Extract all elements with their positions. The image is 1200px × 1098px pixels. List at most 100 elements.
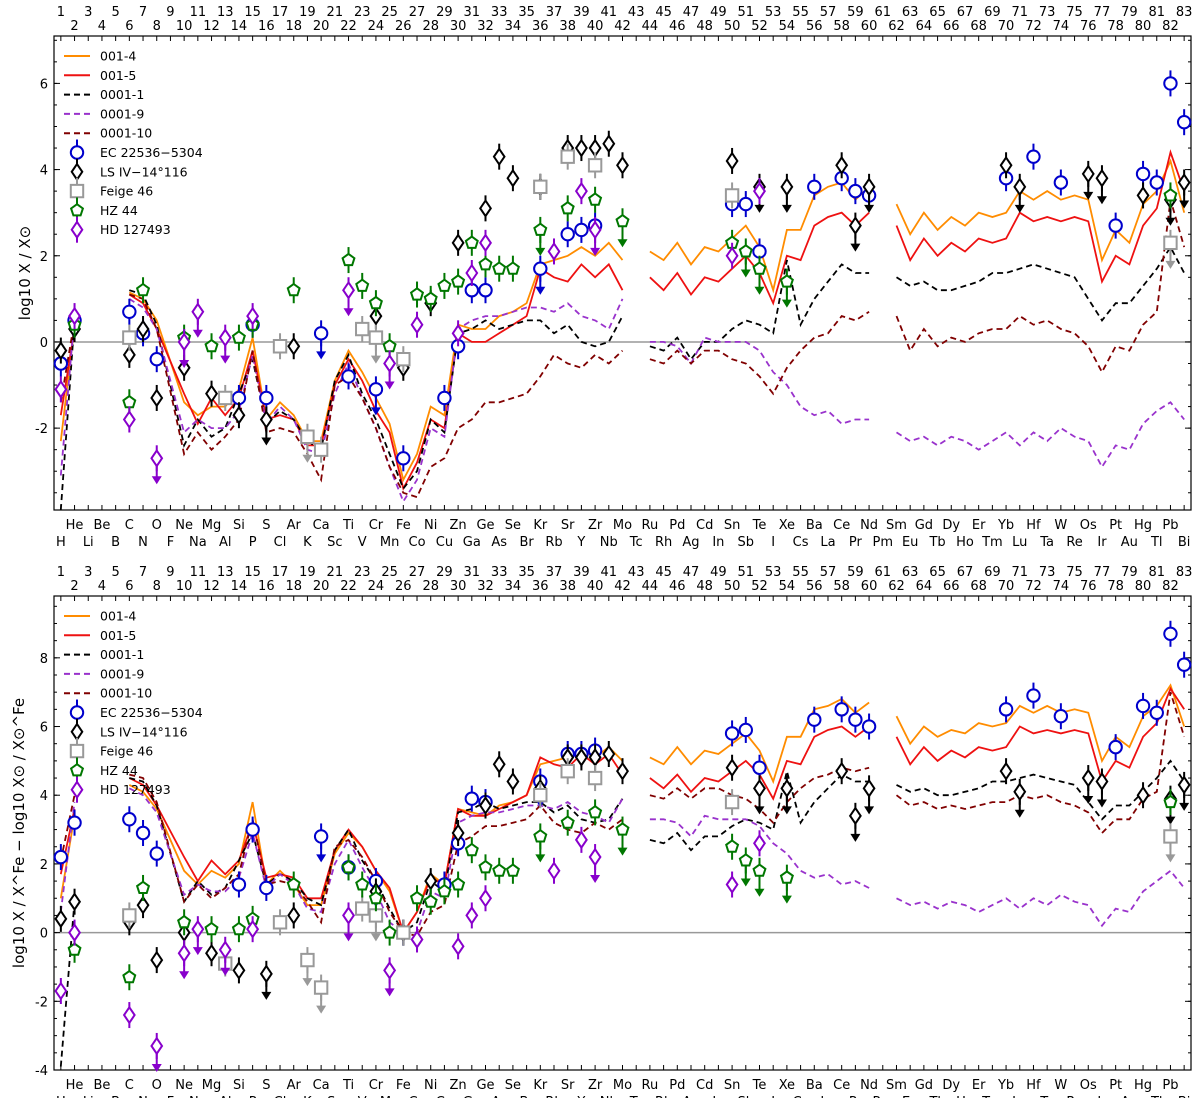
x-tick-top: 66 <box>943 19 960 34</box>
data-point-hz-44 <box>341 854 356 881</box>
x-tick-top: 82 <box>1162 19 1179 34</box>
data-point-ls-iv-14-116 <box>725 754 739 781</box>
x-tick-top: 76 <box>1080 579 1097 594</box>
x-tick-bottom: Tb <box>928 535 945 550</box>
x-tick-top: 79 <box>1121 5 1138 20</box>
data-point-hd-127493 <box>574 826 588 853</box>
x-tick-top: 15 <box>244 565 261 580</box>
model-line-0001-10 <box>895 691 1186 835</box>
data-point-feige-46 <box>396 919 411 946</box>
x-tick-bottom: Lu <box>1012 1095 1027 1098</box>
data-point-hz-44 <box>135 277 151 304</box>
y-axis-label: log10 X / X⊙ <box>16 226 34 320</box>
x-tick-top: 21 <box>327 565 344 580</box>
data-point-hd-127493 <box>725 871 739 898</box>
x-tick-top: 61 <box>875 565 892 580</box>
x-tick-bottom: Pm <box>873 535 894 550</box>
x-tick-top: 51 <box>738 565 755 580</box>
x-tick-top: 31 <box>464 565 481 580</box>
x-tick-bottom: Zr <box>588 1078 603 1093</box>
data-point-hd-127493 <box>191 916 205 956</box>
x-tick-bottom: As <box>491 535 507 550</box>
data-point-ec-22536-5304 <box>1163 70 1178 97</box>
data-point-hd-127493 <box>383 350 397 390</box>
data-point-feige-46 <box>368 324 384 364</box>
x-tick-top: 22 <box>340 19 357 34</box>
x-tick-bottom: He <box>66 1078 84 1093</box>
x-tick-top: 50 <box>724 19 741 34</box>
data-point-feige-46 <box>272 333 288 360</box>
x-tick-top: 74 <box>1053 579 1070 594</box>
x-tick-top: 60 <box>861 579 878 594</box>
data-point-hz-44 <box>533 823 548 863</box>
data-point-hd-127493 <box>725 242 739 269</box>
y-tick-label: 0 <box>40 927 48 942</box>
data-point-feige-46 <box>122 324 137 351</box>
data-point-hz-44 <box>451 871 466 898</box>
x-tick-bottom: Y <box>576 1095 585 1098</box>
legend-label: 001-4 <box>100 49 136 64</box>
x-tick-bottom: Al <box>219 1095 232 1098</box>
x-tick-bottom: Hf <box>1026 518 1041 533</box>
data-point-hd-127493 <box>342 902 356 942</box>
x-tick-bottom: F <box>167 535 174 550</box>
x-tick-top: 23 <box>354 565 371 580</box>
data-point-ec-22536-5304 <box>533 255 548 295</box>
x-tick-bottom: K <box>303 535 312 550</box>
x-tick-bottom: Cd <box>696 518 713 533</box>
data-point-ec-22536-5304 <box>998 696 1014 723</box>
x-tick-top: 20 <box>313 19 330 34</box>
x-tick-bottom: Er <box>972 1078 986 1093</box>
legend-entry-001-4: 001-4 <box>64 49 136 64</box>
x-tick-bottom: Rh <box>655 1095 672 1098</box>
data-point-hz-44 <box>1163 789 1178 816</box>
x-tick-top: 55 <box>792 565 809 580</box>
data-point-ec-22536-5304 <box>464 785 480 812</box>
data-point-ls-iv-14-116 <box>780 775 794 815</box>
data-point-ec-22536-5304 <box>478 277 493 304</box>
data-point-hz-44 <box>122 964 137 991</box>
data-point-ec-22536-5304 <box>1108 212 1123 239</box>
data-point-feige-46 <box>300 423 315 463</box>
legend-marker-feige-46 <box>69 738 85 765</box>
x-tick-top: 58 <box>833 19 850 34</box>
x-tick-bottom: Mg <box>202 518 221 533</box>
x-tick-top: 12 <box>203 579 220 594</box>
x-tick-top: 73 <box>1039 565 1056 580</box>
x-tick-bottom: Ti <box>342 518 354 533</box>
x-tick-top: 62 <box>888 19 905 34</box>
x-tick-bottom: Na <box>189 535 207 550</box>
data-point-ls-iv-14-116 <box>725 147 739 174</box>
x-tick-bottom: Re <box>1066 1095 1082 1098</box>
x-tick-top: 71 <box>1011 565 1028 580</box>
x-tick-top: 40 <box>587 19 604 34</box>
x-tick-bottom: Zn <box>450 1078 467 1093</box>
x-tick-top: 11 <box>190 565 207 580</box>
data-point-ec-22536-5304 <box>861 713 877 740</box>
x-tick-top: 65 <box>929 565 946 580</box>
data-point-ec-22536-5304 <box>67 809 82 836</box>
data-point-ls-iv-14-116 <box>1136 782 1150 809</box>
x-tick-top: 3 <box>84 565 92 580</box>
x-tick-top: 8 <box>153 19 161 34</box>
legend-entry-0001-9: 0001-9 <box>64 666 144 681</box>
x-tick-bottom: Ag <box>682 1095 699 1098</box>
data-point-ls-iv-14-116 <box>780 173 794 213</box>
data-point-hz-44 <box>779 864 794 904</box>
x-tick-bottom: Ba <box>806 1078 823 1093</box>
x-tick-bottom: La <box>820 1095 835 1098</box>
data-point-feige-46 <box>355 895 370 922</box>
x-tick-bottom: V <box>358 1095 367 1098</box>
data-point-hz-44 <box>560 809 575 836</box>
x-tick-bottom: Li <box>83 535 94 550</box>
x-tick-bottom: Pb <box>1162 1078 1178 1093</box>
x-tick-bottom: Cl <box>274 535 287 550</box>
x-tick-bottom: Xe <box>779 518 795 533</box>
y-tick-label: -4 <box>35 1064 48 1079</box>
x-tick-bottom: Cu <box>436 535 453 550</box>
x-tick-bottom: Ca <box>313 518 330 533</box>
data-point-hd-127493 <box>588 844 602 884</box>
x-tick-top: 55 <box>792 5 809 20</box>
data-point-ls-iv-14-116 <box>574 744 588 771</box>
x-tick-top: 9 <box>166 565 174 580</box>
